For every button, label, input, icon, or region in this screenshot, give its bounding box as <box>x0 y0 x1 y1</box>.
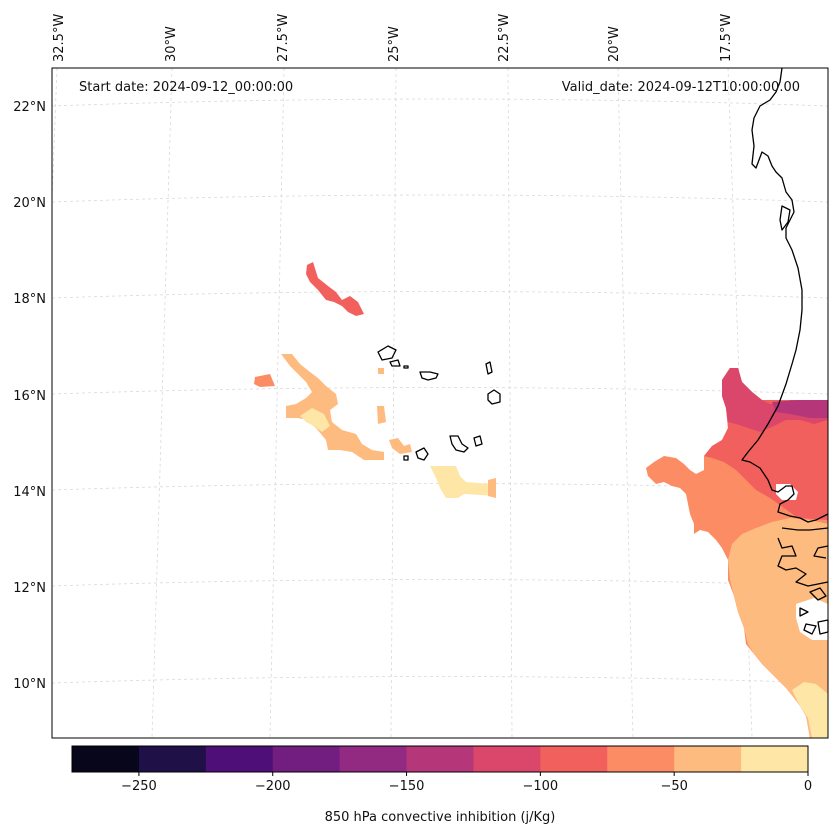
cin-area-west-small <box>254 374 275 387</box>
island-sal <box>485 361 493 375</box>
latitude-label: 10°N <box>13 677 46 692</box>
colorbar-swatch <box>138 746 207 772</box>
island-fogo <box>415 447 429 461</box>
colorbar-swatch <box>406 746 474 772</box>
island-boa-vista <box>487 389 501 405</box>
colorbar-tick-label: −50 <box>660 779 687 794</box>
coastline-west-africa <box>741 67 829 523</box>
island-maio <box>473 435 483 447</box>
colorbar-tick-label: 0 <box>804 779 812 794</box>
island-santo-antao <box>377 345 397 361</box>
parallel-22n <box>51 98 829 107</box>
cin-area-swirl <box>281 354 384 460</box>
colorbar-swatch <box>205 746 274 772</box>
island-brava <box>403 455 409 461</box>
parallel-10n <box>51 676 829 684</box>
longitude-label: 27.5°W <box>276 14 291 62</box>
colorbar-frame <box>71 745 809 773</box>
cin-area-speck-3 <box>378 368 384 374</box>
latitude-label: 20°N <box>13 196 46 211</box>
longitude-label: 22.5°W <box>497 14 512 62</box>
longitude-label: 32.5°W <box>52 14 67 62</box>
colorbar-tick-label: −100 <box>523 779 559 794</box>
longitude-labels: 32.5°W 30°W 27.5°W 25°W 22.5°W 20°W 17.5°W <box>52 14 734 62</box>
start-date-label: Start date: 2024-09-12_00:00:00 <box>79 80 293 95</box>
parallel-12n <box>51 579 829 587</box>
colorbar-swatch <box>272 746 341 772</box>
colorbar-swatch <box>72 746 140 772</box>
latitude-label: 16°N <box>13 389 46 404</box>
longitude-label: 30°W <box>164 26 179 62</box>
coastline-island-2 <box>803 623 817 635</box>
meridian-30w <box>151 67 173 739</box>
latitude-label: 12°N <box>13 581 46 596</box>
colorbar-tick-label: −250 <box>121 779 157 794</box>
meridian-25w <box>390 67 397 739</box>
colorbar-label: 850 hPa convective inhibition (j/Kg) <box>325 810 556 825</box>
coastline-bissagos <box>813 545 829 559</box>
coastlines <box>377 67 829 635</box>
longitude-label: 17.5°W <box>719 14 734 62</box>
longitude-label: 25°W <box>387 26 402 62</box>
meridian-22-5w <box>507 67 513 739</box>
latitude-label: 14°N <box>13 485 46 500</box>
parallel-16n <box>51 387 829 395</box>
parallel-14n <box>51 483 829 491</box>
cin-area-speck-1 <box>377 406 386 424</box>
coastline-gambia-south <box>781 527 829 531</box>
map-area <box>52 68 828 738</box>
cin-area-14n-edge <box>488 478 496 498</box>
latitude-labels: 22°N 20°N 18°N 16°N 14°N 12°N 10°N <box>13 100 46 692</box>
colorbar-ticks: −250 −200 −150 −100 −50 0 <box>121 772 812 794</box>
meridian-27-5w <box>269 67 285 739</box>
coastline-cape-blanc <box>779 205 791 231</box>
cin-area-south-yellow <box>792 682 828 738</box>
valid-date-label: Valid_date: 2024-09-12T10:00:00.00 <box>562 80 800 95</box>
cin-area-swirl-core <box>300 408 330 432</box>
island-santa-luzia <box>403 365 409 369</box>
cin-area-14n-yellow <box>430 466 496 498</box>
meridian-20w <box>617 67 634 739</box>
cin-area-coastal-purple <box>772 400 828 418</box>
colorbar-tick-label: −150 <box>389 779 425 794</box>
island-santiago <box>449 435 469 453</box>
colorbar-swatch <box>540 746 608 772</box>
parallel-18n <box>51 291 829 299</box>
parallel-20n <box>51 194 829 203</box>
island-sao-vicente <box>389 359 401 367</box>
meridian-32-5w <box>51 67 58 201</box>
longitude-label: 20°W <box>607 26 622 62</box>
coastline-guinea-bissau <box>777 537 829 587</box>
cin-contours <box>254 262 828 738</box>
map-frame <box>51 67 829 739</box>
colorbar-swatch <box>674 746 742 772</box>
coastline-guinea <box>809 587 827 601</box>
colorbar-swatch <box>473 746 541 772</box>
cin-area-18n <box>306 262 364 316</box>
latitude-label: 18°N <box>13 292 46 307</box>
cin-area-speck-2 <box>389 438 412 454</box>
island-sao-nicolau <box>419 371 439 381</box>
colorbar-swatch <box>607 746 675 772</box>
colorbar-swatch <box>741 746 809 772</box>
colorbar-swatch <box>339 746 408 772</box>
latitude-label: 22°N <box>13 100 46 115</box>
colorbar <box>71 745 809 773</box>
colorbar-tick-label: −200 <box>255 779 291 794</box>
coastline-island-1 <box>799 607 809 617</box>
